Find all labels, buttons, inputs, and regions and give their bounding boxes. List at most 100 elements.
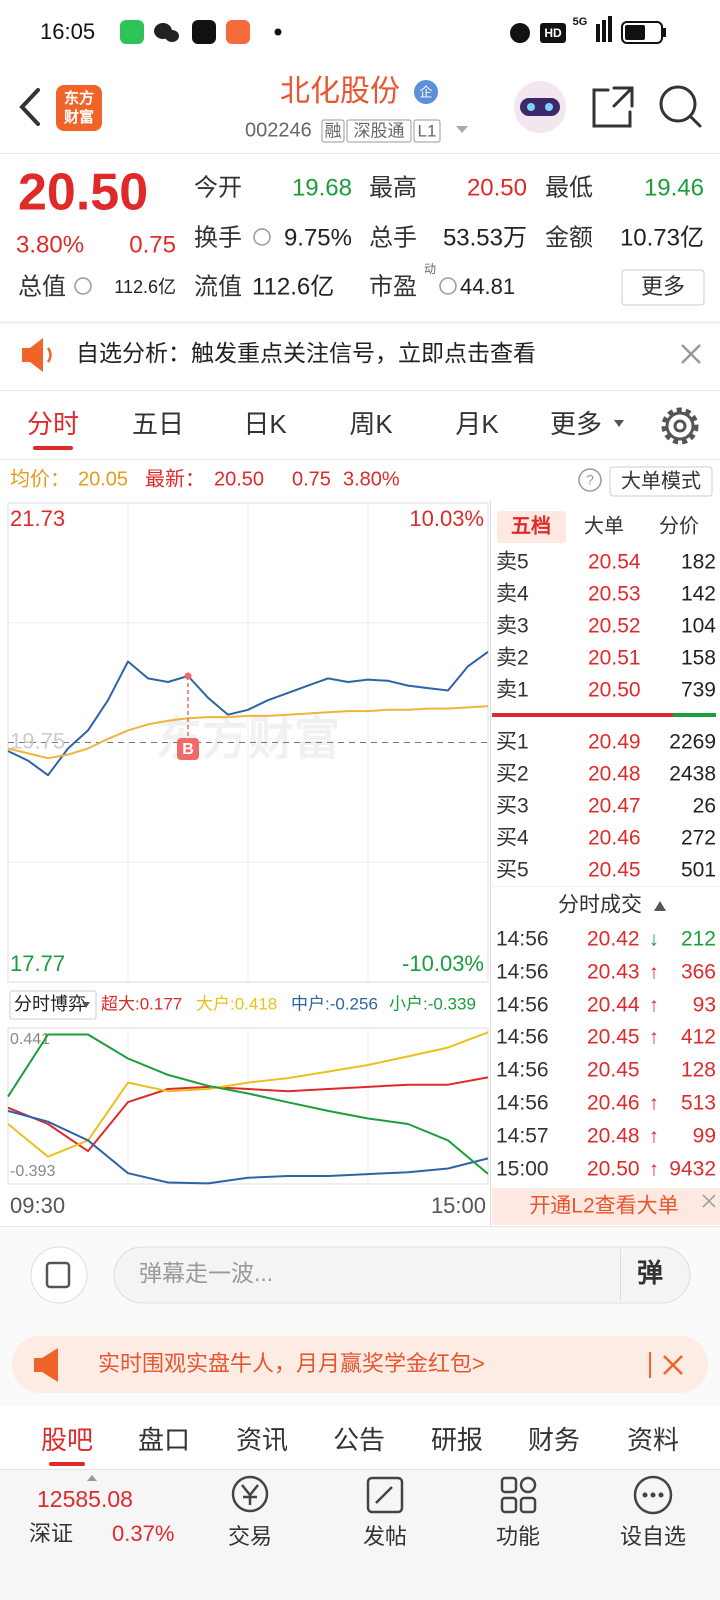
- nav-label[interactable]: 功能: [496, 1524, 540, 1549]
- trade-volume: 128: [681, 1059, 716, 1082]
- l2-band[interactable]: [492, 1188, 720, 1225]
- index-name[interactable]: 深证: [29, 1521, 73, 1546]
- book-volume: 26: [693, 795, 716, 818]
- book-price: 20.54: [588, 551, 641, 574]
- latest-change-pct: 3.80%: [343, 468, 400, 490]
- comment-input[interactable]: [113, 1246, 691, 1304]
- field-label: 今开: [194, 174, 242, 201]
- chart-tab[interactable]: 日K: [243, 409, 287, 439]
- index-value[interactable]: 12585.08: [37, 1486, 133, 1512]
- bottom-tab[interactable]: 盘口: [138, 1425, 190, 1455]
- settings-button[interactable]: [661, 407, 699, 445]
- trade-time: 14:57: [496, 1125, 549, 1148]
- field-label: 金额: [545, 224, 593, 251]
- trade-direction: ↑: [649, 1125, 659, 1147]
- bottom-tab[interactable]: 公告: [333, 1425, 385, 1455]
- dropdown-box[interactable]: [9, 990, 97, 1020]
- status-icons: [120, 16, 666, 44]
- chart-tab[interactable]: 分时: [27, 409, 79, 439]
- chart-title[interactable]: 分时博弈: [14, 994, 86, 1014]
- mode-label[interactable]: 大单模式: [621, 469, 701, 492]
- book-tab[interactable]: 五档: [511, 514, 551, 537]
- bottom-tab[interactable]: 股吧: [41, 1425, 93, 1455]
- bottom-tab[interactable]: 研报: [431, 1425, 483, 1455]
- annotation-box: [177, 738, 199, 760]
- logo-text: 东方: [64, 89, 94, 107]
- nav-label[interactable]: 发帖: [363, 1524, 407, 1549]
- share-button[interactable]: [592, 86, 634, 128]
- banner-divider: [649, 1352, 651, 1378]
- change: 0.75: [129, 231, 176, 258]
- bottom-tab[interactable]: 财务: [528, 1425, 580, 1455]
- l2-label[interactable]: 开通L2查看大单: [529, 1195, 678, 1218]
- comment-settings[interactable]: [30, 1246, 88, 1304]
- trade-time: 14:56: [496, 1026, 549, 1049]
- book-level: 买4: [496, 827, 529, 850]
- index-change[interactable]: 0.37%: [112, 1521, 174, 1546]
- banner[interactable]: [12, 1336, 708, 1393]
- chart-tab[interactable]: 月K: [455, 409, 499, 439]
- y-tick-label: -0.393: [10, 1163, 55, 1180]
- book-level: 买2: [496, 763, 529, 786]
- trade-direction: ↑: [649, 1092, 659, 1114]
- field-label: 总手: [369, 224, 417, 251]
- danmu-button[interactable]: 弹: [637, 1258, 663, 1288]
- more-button[interactable]: [621, 269, 705, 306]
- series-line: [7, 705, 489, 760]
- book-level: 卖5: [496, 551, 529, 574]
- logo-text: 财富: [64, 108, 94, 126]
- field-value: 112.6亿: [252, 273, 334, 300]
- tab-underline: [33, 446, 73, 450]
- trade-direction: ↑: [649, 961, 659, 983]
- book-price: 20.49: [588, 731, 641, 754]
- mode-button[interactable]: [609, 466, 713, 497]
- field-value: 20.50: [467, 174, 527, 201]
- sort-arrow[interactable]: [654, 901, 666, 911]
- field-value: 112.6亿: [114, 277, 176, 297]
- avatar[interactable]: [514, 81, 566, 133]
- book-volume: 501: [681, 859, 716, 882]
- tag: 深股通: [354, 121, 405, 140]
- book-tab[interactable]: 分价: [659, 514, 699, 537]
- divider: [0, 390, 720, 391]
- legend-label: 大户:0.418: [196, 994, 277, 1013]
- avg-value: 20.05: [78, 468, 128, 490]
- back-button[interactable]: [19, 88, 40, 126]
- y2-tick-label: -10.03%: [402, 951, 484, 976]
- nav-icons[interactable]: [231, 1475, 673, 1515]
- dropdown-arrow[interactable]: [456, 126, 468, 133]
- close-button[interactable]: [702, 1194, 716, 1208]
- help-icon[interactable]: [578, 468, 602, 492]
- book-volume: 182: [681, 551, 716, 574]
- chart-tab[interactable]: 更多: [550, 409, 602, 439]
- dropdown-arrow[interactable]: [614, 420, 624, 427]
- more-button-label[interactable]: 更多: [641, 274, 685, 299]
- book-volume: 2269: [669, 731, 716, 754]
- close-button[interactable]: [681, 344, 701, 364]
- book-tab[interactable]: 大单: [584, 514, 624, 537]
- banner-text[interactable]: 实时围观实盘牛人，月月赢奖学金红包>: [98, 1351, 485, 1376]
- nav-label[interactable]: 交易: [228, 1524, 272, 1549]
- trades-title[interactable]: 分时成交: [558, 894, 642, 917]
- chart-tab[interactable]: 周K: [349, 409, 393, 439]
- nav-label[interactable]: 设自选: [620, 1524, 686, 1549]
- notice-text[interactable]: 自选分析：触发重点关注信号，立即点击查看: [76, 340, 536, 366]
- dropdown-arrow[interactable]: [82, 1002, 90, 1008]
- comment-placeholder[interactable]: 弹幕走一波...: [139, 1260, 273, 1286]
- bottom-tab[interactable]: 资讯: [236, 1425, 288, 1455]
- info-icons[interactable]: [74, 228, 457, 295]
- chart-tab[interactable]: 五日: [132, 409, 184, 439]
- book-level: 卖1: [496, 679, 529, 702]
- field-label: 最低: [545, 174, 593, 201]
- legend-label: 小户:-0.339: [389, 994, 476, 1013]
- x-tick-label: 09:30: [10, 1193, 65, 1218]
- bottom-tab[interactable]: 资料: [627, 1425, 679, 1455]
- badge-circle: [414, 80, 438, 104]
- close-button[interactable]: [663, 1355, 683, 1375]
- trade-price: 20.42: [587, 928, 640, 951]
- stock-code: 002246: [245, 119, 312, 141]
- search-button[interactable]: [659, 85, 702, 128]
- book-price: 20.45: [588, 859, 641, 882]
- field-value: 53.53万: [443, 224, 527, 251]
- help-mark[interactable]: ?: [586, 472, 594, 488]
